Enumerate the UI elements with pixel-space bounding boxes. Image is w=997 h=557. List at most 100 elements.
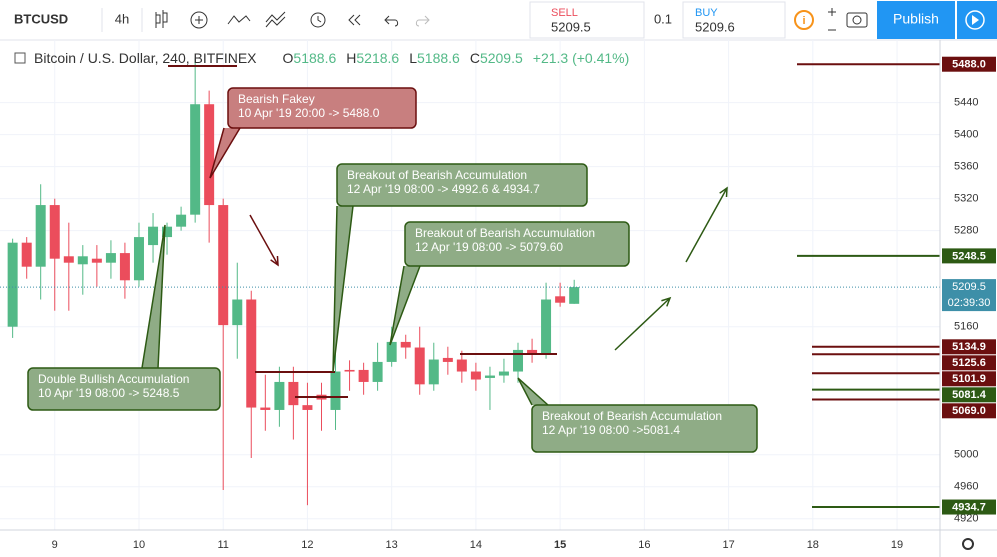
price-tag-label: 5248.5 [952,250,986,262]
callout-box [404,221,630,267]
price-tag-label: 5101.9 [952,373,986,385]
buy-label: BUY [695,7,718,19]
candle-body [513,349,524,372]
candle-body [344,369,355,372]
candle-body [232,299,243,326]
indicators-icon[interactable] [190,11,208,29]
price-tag-label: 5081.4 [952,389,987,401]
arrow-shaft [249,214,279,266]
sell-box[interactable] [529,1,645,39]
x-tick-label: 15 [554,539,566,551]
candle-body [176,214,187,227]
price-tag-label: 4934.7 [952,501,986,513]
y-tick-label: 5400 [954,129,978,141]
x-tick-label: 13 [386,539,398,551]
x-tick-label: 16 [638,539,650,551]
callout-text: Breakout of Bearish Accumulation [542,409,722,423]
candle-body [162,226,173,238]
zoom-icons[interactable] [828,8,836,31]
candle-body [541,299,552,355]
y-tick-label: 4960 [954,481,978,493]
price-tag [942,403,996,419]
y-tick-label: 5280 [954,225,978,237]
callout-pointer [332,205,354,373]
candle-body [428,359,439,385]
settings-icon[interactable] [962,538,974,550]
candle-body [274,381,285,410]
ohlc-key: C [470,50,480,66]
price-tag-label: 5069.0 [952,405,986,417]
price-tag [942,499,996,515]
publish-label: Publish [893,11,939,27]
candle-body [302,405,313,410]
quantity[interactable]: 0.1 [654,11,672,26]
y-tick-label: 5360 [954,161,978,173]
x-tick-label: 19 [891,539,903,551]
callout-pointer [209,127,241,179]
callout-text: 12 Apr '19 08:00 -> 5079.60 [415,240,563,254]
candle-body [498,371,509,376]
countdown: 02:39:30 [948,297,991,309]
plus-icon[interactable] [195,16,203,24]
candle-body [470,371,481,380]
callout-text: 10 Apr '19 08:00 -> 5248.5 [38,386,180,400]
x-tick-label: 11 [217,539,228,551]
info-glyph: i [802,15,805,27]
buy-box[interactable] [682,1,786,39]
x-tick-label: 12 [301,539,313,551]
candle-body [569,287,580,304]
publish-button[interactable] [877,1,955,39]
callout-text: Breakout of Bearish Accumulation [415,226,595,240]
last-price-tag [942,279,996,312]
price-tag-label: 5134.9 [952,341,986,353]
candles-icon[interactable] [155,10,168,28]
candle-body [35,205,46,267]
candle-body [91,258,102,263]
callout-text: 10 Apr '19 20:00 -> 5488.0 [238,106,380,120]
y-tick-label: 5160 [954,321,978,333]
y-tick-label: 4920 [954,513,978,525]
candle-body [246,299,257,408]
toolbar-icons[interactable] [155,10,430,29]
arrow-head [719,186,728,198]
ohlc-value: 5209.5 [480,50,523,66]
callout-text: Double Bullish Accumulation [38,372,189,386]
compare-icon[interactable] [227,15,251,25]
change: +21.3 (+0.41%) [533,50,630,66]
info-icon[interactable] [794,10,814,30]
interval[interactable]: 4h [115,11,129,26]
callout-pointer [389,265,421,346]
callout-text: Bearish Fakey [238,92,315,106]
legend-title: Bitcoin / U.S. Dollar, 240, BITFINEX [34,50,257,66]
ohlc-key: L [409,50,417,66]
alert-icon[interactable] [310,12,326,28]
candle-body [400,341,411,348]
plot-area [0,40,940,530]
callout-pointer [517,377,549,406]
legend: Bitcoin / U.S. Dollar, 240, BITFINEX O518… [34,50,629,66]
x-tick-label: 17 [722,539,734,551]
symbol[interactable]: BTCUSD [14,11,68,26]
camera-icon[interactable] [846,12,868,28]
replay-icon[interactable] [348,14,361,26]
candle-body [105,253,116,263]
candle-body [372,361,383,382]
callout-text: Breakout of Bearish Accumulation [347,168,527,182]
last-price-label: 5209.5 [952,281,986,293]
arrow-head [270,255,279,267]
alert-hand[interactable] [317,16,322,23]
templates-icon[interactable] [265,11,286,28]
sell-price: 5209.5 [551,19,591,34]
arrow-shaft [614,297,671,351]
x-tick-label: 9 [52,539,58,551]
price-tag-label: 5125.6 [952,357,986,369]
callout-box [27,367,221,411]
candle-body [358,369,369,382]
price-tag [942,387,996,403]
undo-icon[interactable] [384,15,399,27]
price-tag [942,355,996,371]
ohlc-value: 5188.6 [293,50,336,66]
legend-icon [14,52,26,64]
